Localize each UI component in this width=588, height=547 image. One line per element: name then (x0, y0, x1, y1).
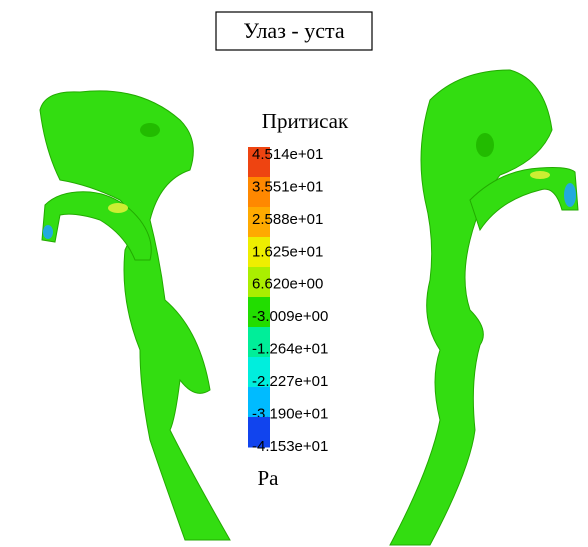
colorbar-band (248, 327, 270, 358)
title: Улаз - уста (243, 18, 345, 43)
colorbar-label: 3.551e+01 (252, 178, 323, 195)
legend-title: Притисак (262, 109, 349, 133)
right-model (389, 69, 579, 546)
colorbar-band (248, 237, 270, 268)
colorbar-label: -4.153e+01 (252, 438, 328, 455)
left-model (39, 90, 231, 541)
colorbar-band (248, 207, 270, 238)
legend-unit: Pa (258, 466, 280, 490)
colorbar-band (248, 177, 270, 208)
title-box (215, 11, 373, 51)
colorbar-label: -3.009e+00 (252, 308, 328, 325)
colorbar-band (248, 267, 270, 298)
colorbar-band (248, 297, 270, 328)
colorbar-label: -3.190e+01 (252, 406, 328, 423)
colorbar-label: 2.588e+01 (252, 211, 323, 228)
colorbar-band (248, 387, 270, 418)
colorbar-label: -1.264e+01 (252, 341, 328, 358)
colorbar-band (248, 357, 270, 388)
colorbar-band (248, 147, 270, 178)
colorbar-label: 6.620e+00 (252, 276, 323, 293)
colorbar: 4.514e+01 3.551e+01 2.588e+01 1.625e+01 6.62… (248, 146, 328, 455)
colorbar-label: -2.227e+01 (252, 373, 328, 390)
colorbar-label: 4.514e+01 (252, 146, 323, 163)
colorbar-band (248, 417, 270, 448)
colorbar-label: 1.625e+01 (252, 243, 323, 260)
